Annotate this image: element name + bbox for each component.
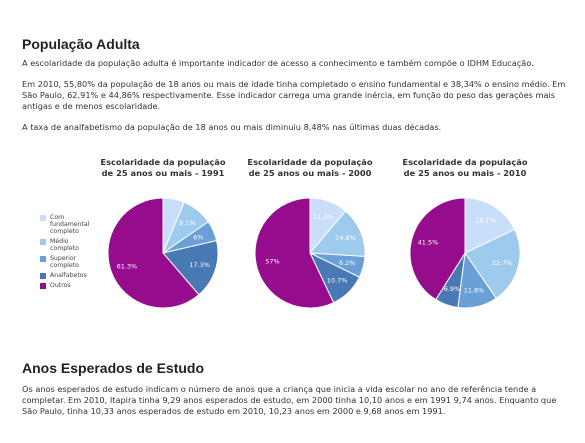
data-label: 6% bbox=[193, 233, 203, 241]
chart-title-line: de 25 anos ou mais - 1991 bbox=[101, 168, 225, 178]
section-title: Anos Esperados de Estudo bbox=[22, 360, 205, 376]
data-label: 11.8% bbox=[464, 286, 485, 294]
chart-title: Escolaridade da população de 25 anos ou m… bbox=[93, 157, 233, 179]
legend-item: Analfabetos bbox=[40, 272, 98, 279]
legend-swatch bbox=[40, 273, 46, 279]
pie-slice bbox=[162, 240, 219, 296]
section-title: População Adulta bbox=[22, 36, 140, 52]
data-label: 6.2% bbox=[339, 259, 356, 267]
legend-label: Com fundamental completo bbox=[50, 214, 90, 235]
paragraph: A taxa de analfabetismo da população de … bbox=[22, 122, 442, 132]
legend-swatch bbox=[40, 256, 46, 262]
paragraph: Os anos esperados de estudo indicam o nú… bbox=[22, 384, 557, 416]
legend-swatch bbox=[40, 215, 46, 221]
data-label: 11.2% bbox=[313, 213, 334, 221]
legend: Com fundamental completo Médio completo Su… bbox=[40, 214, 98, 292]
data-label: 41.5% bbox=[418, 238, 439, 246]
section-text: A escolaridade da população adulta é imp… bbox=[22, 58, 567, 143]
data-label: 57% bbox=[265, 257, 279, 265]
pie-slice bbox=[464, 228, 521, 299]
data-label: 14.8% bbox=[335, 234, 356, 242]
data-label: 18.1% bbox=[475, 216, 496, 224]
chart-title-line: de 25 anos ou mais - 2010 bbox=[403, 168, 527, 178]
paragraph: A escolaridade da população adulta é imp… bbox=[22, 58, 534, 68]
legend-label: Analfabetos bbox=[50, 272, 87, 279]
chart-title: Escolaridade da população de 25 anos ou m… bbox=[395, 157, 535, 179]
pie-slice bbox=[409, 197, 466, 301]
chart-title: Escolaridade da população de 25 anos ou m… bbox=[240, 157, 380, 179]
pie-slice bbox=[107, 197, 200, 309]
legend-label: Superior completo bbox=[50, 255, 79, 269]
legend-item: Outros bbox=[40, 282, 98, 289]
data-label: 61.3% bbox=[117, 262, 138, 270]
data-label: 17.3% bbox=[189, 261, 210, 269]
pie-slice bbox=[464, 197, 516, 254]
legend-label: Outros bbox=[50, 282, 71, 289]
legend-item: Superior completo bbox=[40, 255, 98, 269]
data-label: 9.1% bbox=[179, 219, 196, 227]
pie-slice bbox=[254, 197, 335, 309]
data-label: 22.7% bbox=[492, 259, 513, 267]
paragraph: Em 2010, 55,80% da população de 18 anos … bbox=[22, 79, 566, 111]
legend-item: Médio completo bbox=[40, 238, 98, 252]
legend-swatch bbox=[40, 283, 46, 289]
pie-slice bbox=[308, 210, 366, 258]
legend-swatch bbox=[40, 239, 46, 245]
legend-label: Médio completo bbox=[50, 238, 79, 252]
data-label: 10.7% bbox=[327, 276, 348, 284]
chart-title-line: Escolaridade da população bbox=[100, 157, 226, 167]
section-text: Os anos esperados de estudo indicam o nú… bbox=[22, 384, 567, 427]
legend-item: Com fundamental completo bbox=[40, 214, 98, 235]
chart-title-line: de 25 anos ou mais - 2000 bbox=[248, 168, 372, 178]
chart-title-line: Escolaridade da população bbox=[247, 157, 373, 167]
data-label: 6.9% bbox=[444, 285, 461, 293]
chart-title-line: Escolaridade da população bbox=[402, 157, 528, 167]
